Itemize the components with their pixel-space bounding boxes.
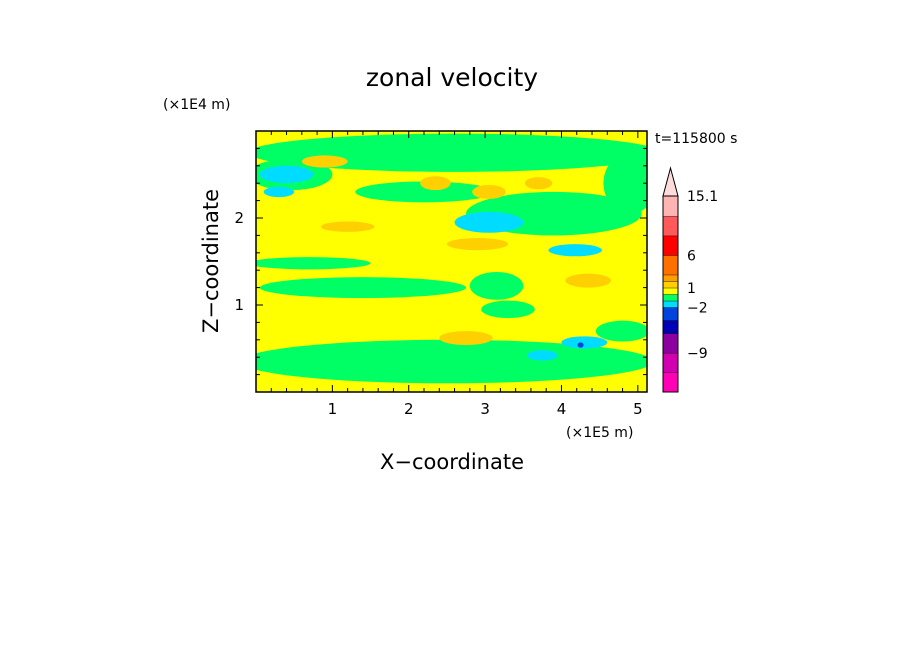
- field-patch-11: [481, 300, 535, 319]
- field-patch-1: [256, 133, 647, 172]
- field-patch-13: [263, 186, 295, 198]
- field-patch-10: [595, 320, 647, 342]
- colorbar-band: [663, 216, 678, 236]
- plot-frame: [255, 130, 648, 393]
- y-axis-label: Z−coordinate: [199, 189, 223, 333]
- y-tick-label: 1: [234, 296, 244, 314]
- field-patch-8: [469, 271, 524, 300]
- field-patch-14: [454, 211, 524, 233]
- colorbar-band: [663, 307, 678, 321]
- colorbar-extend-triangle: [662, 166, 679, 197]
- velocity-field: [256, 131, 647, 392]
- field-patch-16: [561, 336, 608, 349]
- x-axis: 1 2 3 4 5: [270, 131, 643, 418]
- field-patch-4: [355, 181, 493, 203]
- colorbar-band: [663, 235, 678, 256]
- colorbar-band: [663, 372, 678, 392]
- colorbar-label: 1: [687, 281, 696, 297]
- colorbar-band: [663, 294, 678, 301]
- colorbar-band: [663, 255, 678, 275]
- field-patch-25: [565, 273, 612, 288]
- y-axis: 12: [234, 147, 647, 376]
- y-tick-label: 2: [234, 209, 244, 227]
- x-tick-label: 2: [404, 400, 414, 418]
- colorbar-band: [663, 352, 678, 373]
- colorbar-label: −2: [687, 300, 708, 316]
- x-axis-label: X−coordinate: [380, 450, 524, 474]
- field-patch-18: [577, 342, 584, 348]
- field-patch-9: [256, 339, 647, 384]
- colorbar-band: [663, 196, 678, 217]
- colorbar: 15.1 6 1 −2 −9: [662, 166, 718, 393]
- x-unit-label: (×1E5 m): [566, 425, 633, 441]
- field-patch-23: [320, 221, 375, 232]
- x-tick-label: 3: [480, 400, 490, 418]
- colorbar-band: [663, 320, 678, 334]
- y-unit-label: (×1E4 m): [163, 97, 230, 113]
- field-patch-22: [524, 177, 553, 190]
- colorbar-label: 6: [687, 248, 696, 264]
- field-patch-6: [256, 257, 371, 270]
- colorbar-band: [663, 300, 678, 308]
- field-patch-7: [259, 277, 467, 299]
- colorbar-frame: [662, 195, 679, 393]
- field-patch-24: [446, 238, 509, 251]
- field-patch-12: [259, 165, 314, 184]
- chart-title: zonal velocity: [366, 63, 538, 92]
- x-tick-label: 5: [633, 400, 643, 418]
- x-tick-label: 1: [328, 400, 338, 418]
- colorbar-label: 15.1: [687, 189, 718, 205]
- colorbar-band: [663, 287, 678, 295]
- colorbar-band: [663, 274, 678, 282]
- colorbar-band: [663, 333, 678, 353]
- field-patch-15: [548, 244, 602, 257]
- field-patch-19: [301, 155, 348, 168]
- colorbar-band: [663, 281, 678, 288]
- colorbar-label: −9: [687, 346, 708, 362]
- field-patch-26: [439, 331, 493, 346]
- field-patch-17: [527, 350, 558, 361]
- time-label: t=115800 s: [655, 131, 737, 147]
- field-patch-20: [420, 176, 451, 191]
- x-tick-label: 4: [557, 400, 567, 418]
- field-patch-21: [472, 184, 506, 199]
